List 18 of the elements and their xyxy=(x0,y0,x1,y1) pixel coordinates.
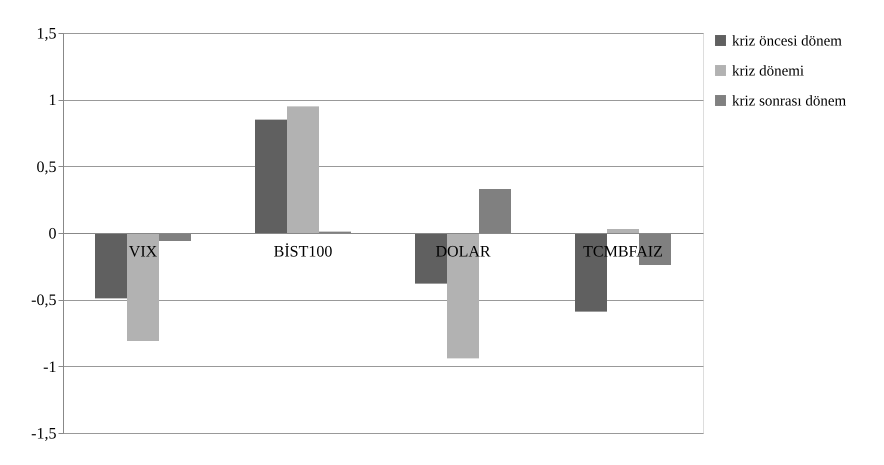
bar xyxy=(95,233,127,298)
legend-label: kriz sonrası dönem xyxy=(732,94,846,110)
y-tick-label: 1,5 xyxy=(36,26,56,42)
bar xyxy=(607,229,639,233)
legend-label: kriz dönemi xyxy=(732,64,804,80)
x-tick-label: BİST100 xyxy=(274,242,332,260)
y-tick-label: -0,5 xyxy=(31,292,56,310)
bar xyxy=(127,233,159,341)
y-tick-label: 1 xyxy=(48,92,56,110)
bar xyxy=(255,120,287,233)
bar xyxy=(287,106,319,233)
y-tick-label: -1 xyxy=(43,358,56,376)
y-tick-label: 0 xyxy=(48,226,56,242)
y-tick-label: 0,5 xyxy=(36,158,56,176)
y-tick-label: -1,5 xyxy=(31,426,56,442)
x-tick-label: DOLAR xyxy=(435,244,491,260)
legend-label: kriz öncesi dönem xyxy=(732,34,842,50)
x-tick-label: VIX xyxy=(128,244,158,260)
